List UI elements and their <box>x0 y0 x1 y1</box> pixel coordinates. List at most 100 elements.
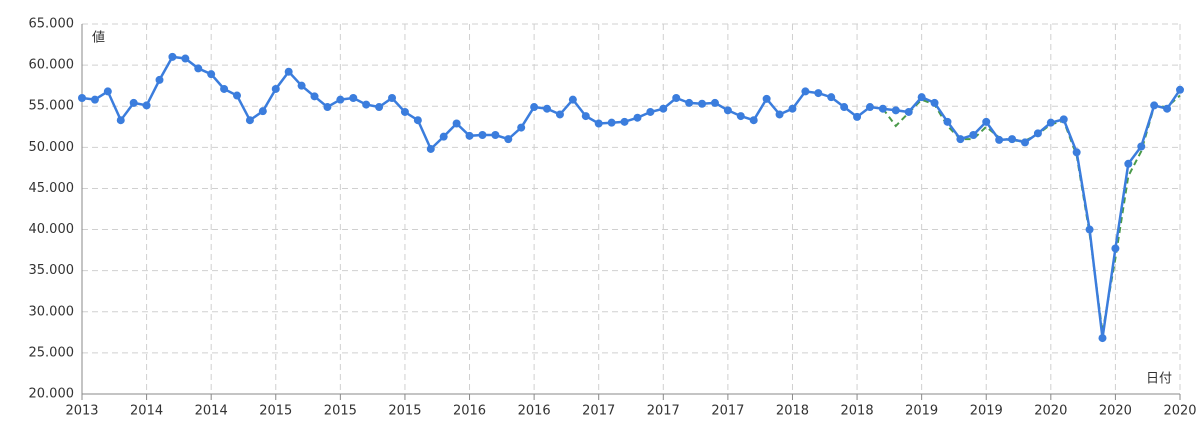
y-tick-label: 60.000 <box>29 58 75 73</box>
y-tick-label: 65.000 <box>29 17 75 32</box>
y-tick-label: 50.000 <box>29 140 75 155</box>
data-point <box>904 107 913 116</box>
x-tick-label: 2018 <box>841 404 874 419</box>
x-tick-label: 2020 <box>1034 404 1067 419</box>
data-point <box>78 94 86 102</box>
data-point <box>103 87 112 96</box>
data-point <box>452 119 461 128</box>
x-tick-label: 2014 <box>130 404 163 419</box>
data-point <box>736 112 745 121</box>
y-tick-label: 25.000 <box>29 345 75 360</box>
y-tick-label: 40.000 <box>29 222 75 237</box>
data-point <box>1111 244 1120 253</box>
data-point <box>943 117 952 126</box>
data-point <box>233 91 242 100</box>
data-point <box>336 95 345 104</box>
data-point <box>400 107 409 116</box>
data-point <box>388 94 397 102</box>
data-point <box>749 116 758 125</box>
data-point <box>982 117 991 126</box>
data-point <box>375 103 384 112</box>
data-point <box>917 93 926 102</box>
data-point <box>1137 142 1146 151</box>
data-point <box>362 100 371 109</box>
data-point <box>814 89 823 98</box>
data-point <box>349 94 358 102</box>
x-tick-label: 2019 <box>970 404 1003 419</box>
data-point <box>413 116 422 125</box>
data-point <box>284 67 293 76</box>
data-point <box>956 135 965 144</box>
data-point <box>258 107 267 116</box>
y-axis-title: 値 <box>92 30 105 46</box>
data-point <box>1008 135 1017 144</box>
data-point <box>271 84 280 93</box>
x-tick-label: 2014 <box>195 404 228 419</box>
data-point <box>465 131 474 140</box>
data-point <box>698 99 707 108</box>
data-point <box>142 101 151 110</box>
x-tick-label: 2018 <box>776 404 809 419</box>
data-point <box>297 81 306 90</box>
data-point <box>1033 129 1042 138</box>
y-tick-label: 20.000 <box>29 387 75 402</box>
y-tick-label: 35.000 <box>29 263 75 278</box>
x-tick-label: 2017 <box>711 404 744 419</box>
data-point <box>969 131 978 139</box>
x-tick-label: 2019 <box>905 404 938 419</box>
data-point <box>155 75 164 84</box>
x-tick-label: 2020 <box>1163 404 1196 419</box>
x-tick-label: 2015 <box>388 404 421 419</box>
data-point <box>207 70 216 79</box>
data-point <box>685 98 694 107</box>
data-point <box>1176 85 1184 94</box>
data-point <box>827 93 836 102</box>
data-point <box>1046 118 1055 127</box>
data-point <box>891 106 900 115</box>
data-point <box>220 84 229 93</box>
y-tick-label: 30.000 <box>29 304 75 319</box>
data-point <box>439 132 448 141</box>
data-point <box>245 116 254 125</box>
data-point <box>659 104 668 113</box>
data-point <box>543 104 552 113</box>
data-point <box>1124 159 1133 168</box>
data-point <box>478 131 487 139</box>
x-tick-label: 2017 <box>647 404 680 419</box>
data-point <box>594 119 603 128</box>
data-point <box>1163 104 1172 113</box>
data-point <box>646 107 655 116</box>
x-axis-title: 日付 <box>1146 372 1172 387</box>
data-point <box>607 118 616 127</box>
data-point <box>672 94 681 102</box>
data-point <box>129 98 138 107</box>
data-point <box>517 123 526 132</box>
data-point <box>620 117 629 126</box>
series-line <box>882 94 1181 333</box>
x-tick-label: 2013 <box>65 404 98 419</box>
data-point <box>555 110 564 119</box>
data-point <box>1150 101 1159 110</box>
data-point <box>530 103 539 112</box>
data-point <box>840 103 849 112</box>
data-point <box>181 54 190 63</box>
data-point <box>865 103 874 112</box>
x-tick-label: 2016 <box>518 404 551 419</box>
data-point <box>568 95 577 104</box>
data-point <box>995 135 1004 144</box>
data-point <box>116 116 125 125</box>
data-point <box>90 95 99 104</box>
data-point <box>633 113 642 122</box>
data-point <box>581 112 590 121</box>
data-point <box>801 87 810 96</box>
data-point <box>1085 225 1094 234</box>
data-point <box>930 98 939 107</box>
x-tick-label: 2020 <box>1099 404 1132 419</box>
data-point <box>762 94 771 103</box>
data-point <box>1059 115 1068 124</box>
data-point <box>788 104 797 113</box>
x-tick-label: 2017 <box>582 404 615 419</box>
data-point <box>723 106 732 115</box>
data-point <box>853 112 862 121</box>
